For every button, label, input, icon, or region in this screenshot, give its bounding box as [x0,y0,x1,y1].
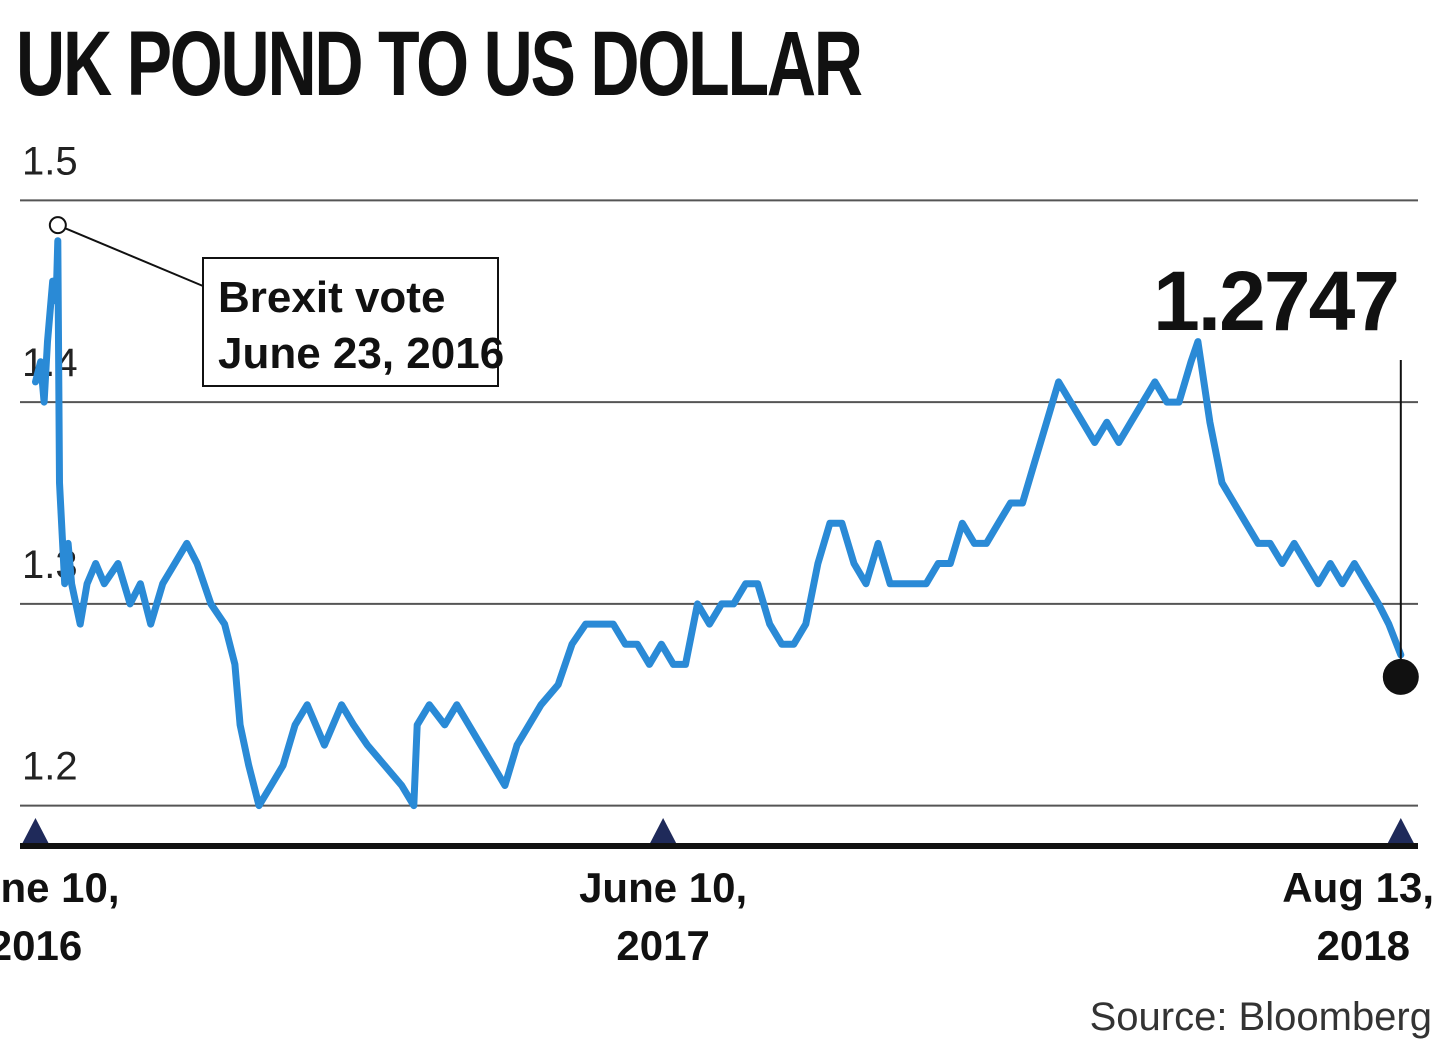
x-axis [20,818,1418,849]
brexit-vote-marker [48,216,67,235]
annotation-label-line2: June 23, 2016 [218,329,504,378]
annotation-box [202,257,499,387]
series-line-0 [32,237,1405,810]
annotation-leader-line [57,224,204,287]
x-tick-marker-0 [22,818,49,843]
last-value-annotation: 1.2747 [1153,254,1419,695]
x-tick-label-1-line1: June 10, [579,864,747,911]
chart-title: UK POUND TO US DOLLAR [16,13,863,115]
series-line-group [32,237,1405,810]
source-label: Source: Bloomberg [1090,995,1432,1039]
annotation-label-line1: Brexit vote [218,273,445,322]
x-tick-label-2-line1: Aug 13, [1282,864,1434,911]
last-value-label: 1.2747 [1153,254,1398,348]
y-tick-label-1.2: 1.2 [22,745,78,789]
x-tick-label-0-line2: 2016 [0,922,82,969]
brexit-annotation: Brexit vote June 23, 2016 [48,216,504,387]
x-tick-label-1-line2: 2017 [616,922,709,969]
x-tick-label-0-line1: June 10, [0,864,120,911]
y-tick-labels: 1.51.41.31.2 [22,139,78,788]
x-tick-labels: June 10, 2016 June 10, 2017 Aug 13, 2018 [0,864,1434,969]
x-tick-label-2-line2: 2018 [1317,922,1410,969]
x-tick-marker-2 [1387,818,1414,843]
x-tick-marker-1 [650,818,677,843]
last-value-dot [1382,658,1419,695]
y-tick-label-1.5: 1.5 [22,139,78,183]
